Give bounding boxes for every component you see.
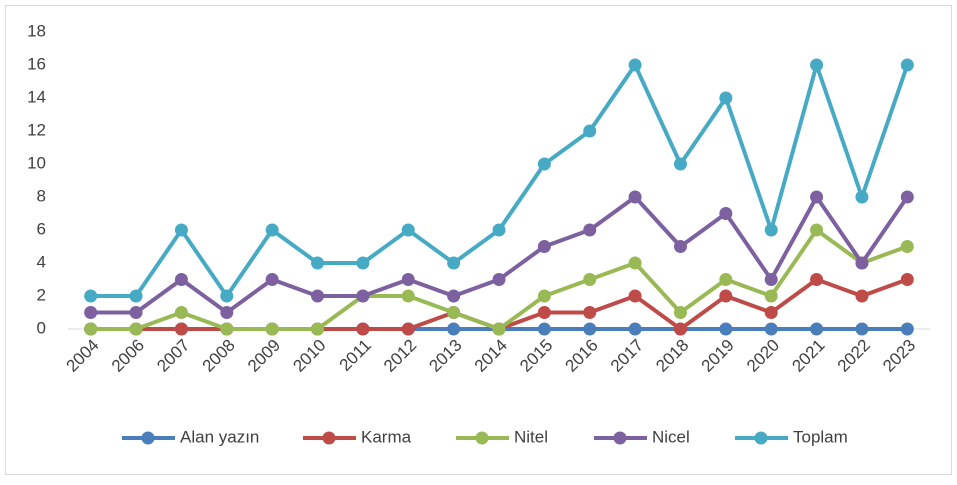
point <box>401 289 415 303</box>
point <box>129 306 143 319</box>
point <box>855 322 869 336</box>
point <box>447 306 461 319</box>
point <box>764 273 778 286</box>
legend-label: Nicel <box>652 427 690 446</box>
point <box>84 306 98 319</box>
point <box>764 306 778 319</box>
point <box>900 190 914 204</box>
point <box>628 289 642 303</box>
point <box>220 289 234 303</box>
point <box>220 322 234 336</box>
point <box>84 322 98 336</box>
point <box>492 322 506 336</box>
point <box>719 289 733 303</box>
point <box>673 157 687 171</box>
point <box>265 223 279 237</box>
point <box>719 273 733 286</box>
point <box>719 207 733 220</box>
point <box>810 190 824 204</box>
point <box>311 256 325 270</box>
point <box>673 306 687 319</box>
point <box>401 273 415 286</box>
point <box>583 273 597 286</box>
point <box>401 322 415 336</box>
legend-marker <box>141 431 155 445</box>
point <box>900 273 914 286</box>
y-tick-label: 14 <box>27 87 46 106</box>
point <box>583 124 597 138</box>
point <box>583 223 597 237</box>
point <box>492 273 506 286</box>
legend-marker <box>475 431 489 445</box>
point <box>84 289 98 303</box>
point <box>537 289 551 303</box>
point <box>174 306 188 319</box>
point <box>628 322 642 336</box>
point <box>900 322 914 336</box>
point <box>719 322 733 336</box>
point <box>447 322 461 336</box>
point <box>401 223 415 237</box>
y-tick-label: 10 <box>27 153 46 172</box>
point <box>628 58 642 72</box>
legend-label: Alan yazın <box>180 427 259 446</box>
y-tick-label: 12 <box>27 120 46 139</box>
point <box>447 256 461 270</box>
point <box>855 190 869 204</box>
point <box>900 58 914 72</box>
point <box>764 289 778 303</box>
point <box>265 273 279 286</box>
point <box>628 190 642 204</box>
point <box>220 306 234 319</box>
y-tick-label: 18 <box>27 21 46 40</box>
legend-marker <box>613 431 627 445</box>
legend-marker <box>322 431 336 445</box>
point <box>356 289 370 303</box>
point <box>673 322 687 336</box>
point <box>583 322 597 336</box>
legend-label: Karma <box>361 427 412 446</box>
y-tick-label: 2 <box>37 285 46 304</box>
legend-marker <box>754 431 768 445</box>
point <box>537 240 551 253</box>
y-tick-label: 8 <box>37 186 46 205</box>
point <box>810 58 824 72</box>
point <box>537 306 551 319</box>
point <box>174 223 188 237</box>
point <box>810 273 824 286</box>
point <box>356 256 370 270</box>
point <box>492 223 506 237</box>
point <box>900 240 914 253</box>
point <box>855 256 869 270</box>
y-tick-label: 6 <box>37 219 46 238</box>
point <box>810 322 824 336</box>
y-tick-label: 16 <box>27 54 46 73</box>
point <box>673 240 687 253</box>
point <box>537 322 551 336</box>
point <box>311 289 325 303</box>
point <box>356 322 370 336</box>
point <box>129 322 143 336</box>
point <box>719 91 733 105</box>
y-tick-label: 4 <box>37 252 46 271</box>
point <box>537 157 551 171</box>
point <box>174 322 188 336</box>
point <box>265 322 279 336</box>
point <box>447 289 461 303</box>
point <box>174 273 188 286</box>
point <box>764 223 778 237</box>
point <box>810 223 824 237</box>
point <box>129 289 143 303</box>
point <box>628 256 642 270</box>
point <box>855 289 869 303</box>
legend-label: Nitel <box>514 427 548 446</box>
y-tick-label: 0 <box>37 318 46 337</box>
legend-label: Toplam <box>793 427 848 446</box>
point <box>583 306 597 319</box>
point <box>764 322 778 336</box>
point <box>311 322 325 336</box>
